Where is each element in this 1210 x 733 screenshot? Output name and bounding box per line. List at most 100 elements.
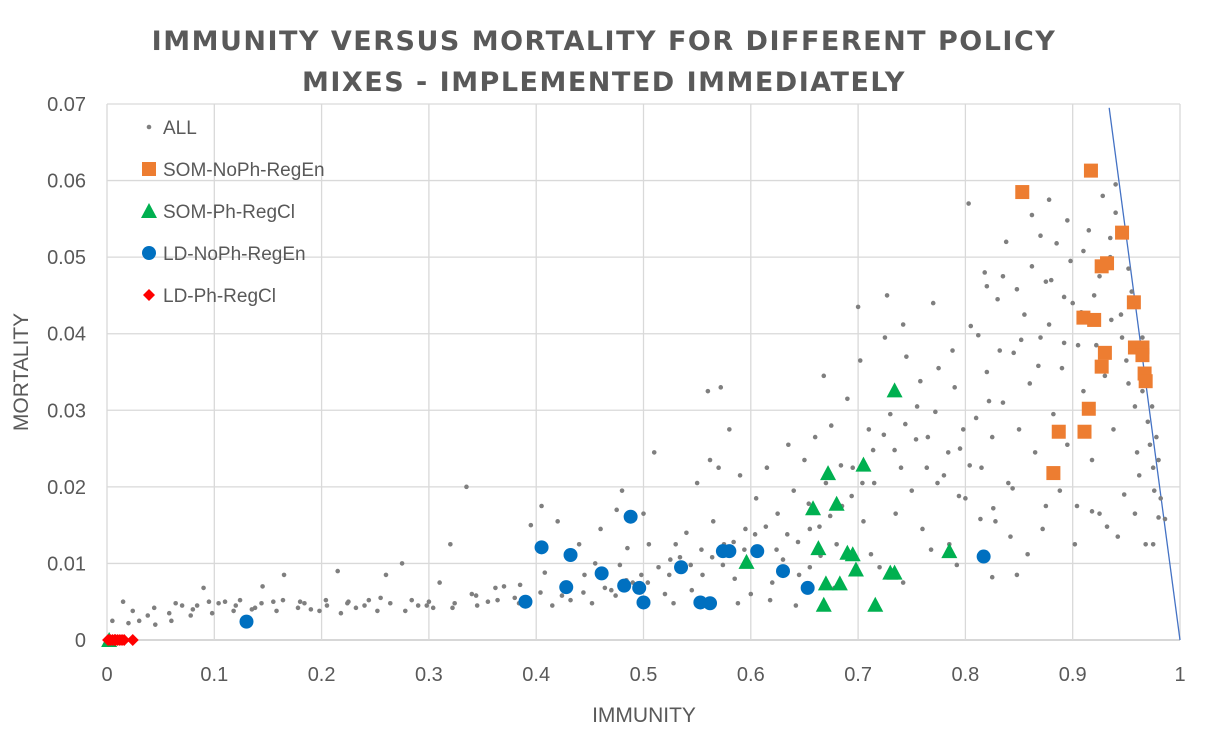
y-tick-label: 0.05	[47, 247, 86, 269]
data-point	[1156, 457, 1161, 463]
data-point	[362, 603, 367, 608]
data-point	[763, 524, 769, 529]
data-point	[967, 463, 972, 468]
data-point	[963, 496, 968, 501]
x-tick-label: 0.7	[844, 664, 872, 686]
data-point	[582, 572, 587, 578]
data-point	[1046, 322, 1052, 327]
data-point	[743, 526, 748, 532]
data-point	[613, 593, 618, 598]
data-point	[512, 595, 518, 601]
legend-marker	[142, 162, 156, 176]
data-point	[860, 480, 865, 486]
gridlines	[106, 103, 1181, 641]
data-point	[892, 447, 897, 453]
x-axis-title: IMMUNITY	[592, 704, 696, 727]
data-point	[976, 549, 991, 564]
data-point	[1072, 541, 1078, 547]
data-point	[861, 519, 866, 524]
data-point	[705, 388, 711, 394]
data-point	[430, 605, 436, 611]
data-point	[239, 614, 254, 629]
data-point	[775, 511, 780, 516]
x-tick-label: 0.1	[200, 664, 228, 686]
data-point	[209, 610, 215, 616]
data-point	[807, 564, 813, 570]
data-point	[1000, 273, 1006, 279]
data-point	[280, 597, 286, 603]
data-point	[1089, 509, 1095, 514]
data-point	[317, 608, 322, 614]
data-point	[1065, 442, 1070, 448]
x-tick-label: 1	[1174, 664, 1185, 686]
data-point	[1140, 388, 1145, 394]
data-point	[834, 541, 839, 547]
data-point	[870, 447, 876, 453]
data-point	[645, 580, 651, 585]
data-point	[941, 543, 958, 559]
data-point	[1029, 212, 1035, 218]
data-point	[767, 597, 773, 603]
data-point	[538, 590, 543, 595]
data-point	[930, 300, 936, 306]
data-point	[1051, 411, 1056, 417]
data-point	[409, 597, 415, 603]
data-point	[592, 561, 598, 566]
data-point	[589, 600, 595, 606]
data-point	[126, 634, 139, 646]
data-point	[1118, 312, 1124, 317]
data-point	[424, 603, 430, 608]
data-point	[831, 575, 848, 591]
data-point	[1061, 294, 1067, 300]
data-point	[1054, 241, 1059, 246]
data-point	[1008, 534, 1013, 539]
legend-label: LD-Ph-RegCl	[163, 286, 276, 307]
data-point	[1121, 492, 1127, 497]
x-tick-label: 0	[101, 664, 112, 686]
data-point	[1086, 228, 1092, 233]
data-points	[101, 163, 1168, 647]
data-point	[995, 296, 1000, 302]
data-point	[973, 415, 979, 421]
data-point	[847, 561, 864, 577]
data-point	[1156, 515, 1161, 520]
data-point	[731, 539, 736, 545]
data-point	[274, 608, 279, 614]
data-point	[501, 584, 507, 589]
data-point	[1046, 197, 1052, 203]
x-tick-label: 0.3	[415, 664, 443, 686]
data-point	[450, 605, 455, 611]
data-point	[609, 587, 614, 593]
data-point	[485, 599, 491, 605]
data-point	[1038, 233, 1043, 239]
series-ld-noph-regen	[239, 509, 991, 629]
data-point	[639, 572, 644, 578]
data-point	[877, 564, 882, 570]
data-point	[924, 465, 930, 471]
legend-marker	[146, 124, 152, 130]
data-point	[968, 323, 974, 329]
data-point	[636, 595, 651, 610]
legend-item: ALL	[146, 118, 197, 139]
data-point	[335, 568, 340, 574]
data-point	[614, 507, 619, 513]
data-point	[281, 572, 287, 578]
data-point	[674, 560, 689, 575]
data-point	[623, 509, 638, 524]
data-point	[1087, 312, 1102, 327]
data-point	[806, 501, 812, 507]
data-point	[1149, 404, 1155, 409]
data-point	[920, 526, 925, 532]
data-point	[656, 564, 661, 570]
data-point	[252, 605, 258, 611]
data-point	[1094, 359, 1109, 374]
data-point	[169, 618, 174, 624]
data-point	[126, 620, 131, 626]
data-point	[1132, 511, 1138, 516]
data-point	[539, 503, 544, 509]
data-point	[1006, 480, 1011, 486]
y-axis-ticks: 0 0.01 0.02 0.03 0.04 0.05 0.06 0.07	[47, 94, 86, 652]
data-point	[632, 580, 647, 595]
legend-marker	[143, 289, 155, 301]
data-point	[1043, 503, 1049, 509]
